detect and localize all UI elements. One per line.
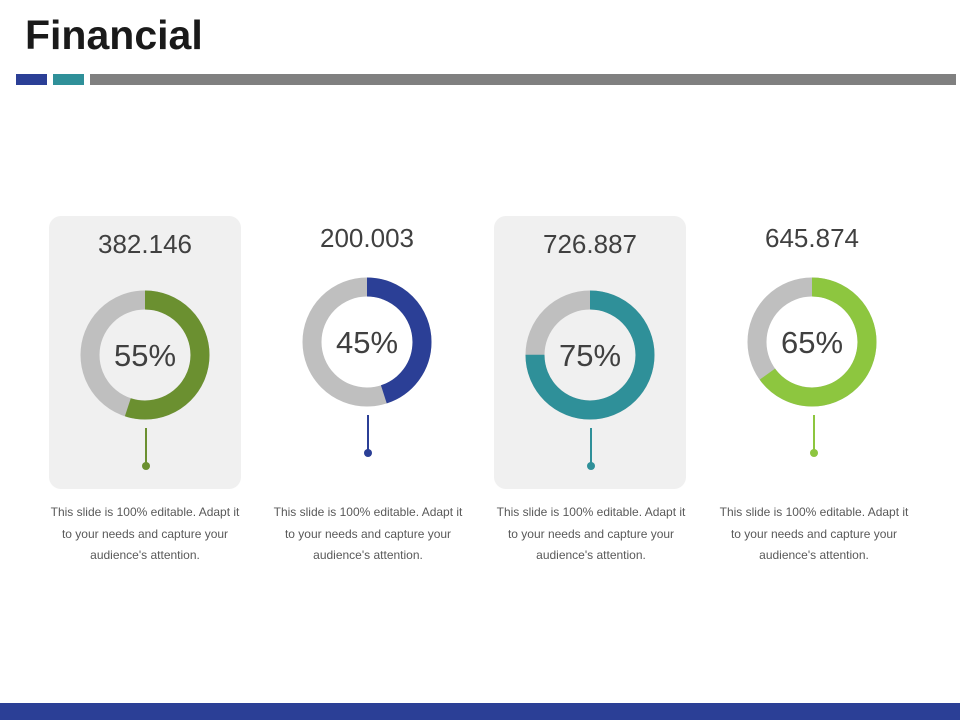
donut-arc-3: [525, 290, 655, 420]
donut-percent-label-1: 55%: [114, 338, 176, 373]
metric-description-3: This slide is 100% editable. Adapt it to…: [496, 505, 686, 562]
donut-chart-1: 55%: [80, 290, 210, 420]
donut-arc-1: [80, 290, 210, 420]
connector-dot-2: [364, 449, 372, 457]
connector-dot-1: [142, 462, 150, 470]
connector-line-1: [145, 428, 147, 464]
metric-value-2: 200.003: [320, 223, 414, 253]
metric-description-1: This slide is 100% editable. Adapt it to…: [50, 505, 240, 562]
connector-dot-3: [587, 462, 595, 470]
metric-value-3: 726.887: [543, 229, 637, 259]
metric-description-4: This slide is 100% editable. Adapt it to…: [719, 505, 909, 562]
slide-title: Financial: [25, 12, 203, 58]
donut-chart-2: 45%: [302, 277, 432, 407]
connector-line-4: [813, 415, 815, 451]
donut-arc-2: [302, 277, 432, 407]
footer-bar: [0, 703, 960, 720]
donut-chart-3: 75%: [525, 290, 655, 420]
header-accent-blue: [16, 74, 47, 85]
header-rule: [90, 74, 956, 85]
connector-line-2: [367, 415, 369, 451]
metric-value-4: 645.874: [765, 223, 859, 253]
connector-line-3: [590, 428, 592, 464]
donut-arc-4: [747, 277, 877, 407]
donut-percent-label-3: 75%: [559, 338, 621, 373]
metric-description-2: This slide is 100% editable. Adapt it to…: [273, 505, 463, 562]
donut-percent-label-2: 45%: [336, 325, 398, 360]
connector-dot-4: [810, 449, 818, 457]
header-accent-teal: [53, 74, 84, 85]
metric-value-1: 382.146: [98, 229, 192, 259]
donut-chart-4: 65%: [747, 277, 877, 407]
donut-percent-label-4: 65%: [781, 325, 843, 360]
